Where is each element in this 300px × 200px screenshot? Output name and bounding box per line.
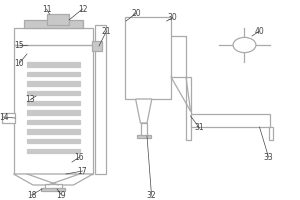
Polygon shape — [14, 174, 93, 185]
Bar — [27, 81, 80, 86]
Bar — [2, 113, 15, 123]
Bar — [41, 188, 65, 191]
Bar — [268, 127, 273, 140]
Bar — [27, 139, 80, 143]
Text: 19: 19 — [57, 190, 66, 200]
Bar — [27, 62, 80, 67]
Text: 16: 16 — [75, 152, 84, 162]
Text: 12: 12 — [78, 4, 87, 14]
Bar — [141, 123, 147, 136]
Bar — [27, 72, 80, 76]
Text: 11: 11 — [42, 4, 51, 14]
Text: 21: 21 — [102, 26, 111, 36]
Bar — [45, 184, 62, 189]
Bar — [27, 129, 80, 134]
Bar — [186, 77, 190, 140]
Bar — [124, 17, 171, 99]
Text: 30: 30 — [168, 14, 177, 22]
Text: 18: 18 — [27, 190, 36, 200]
Bar — [27, 91, 80, 95]
Text: 40: 40 — [255, 26, 264, 36]
Bar — [14, 28, 93, 174]
Text: 10: 10 — [15, 58, 24, 68]
Bar — [95, 25, 106, 174]
Text: 14: 14 — [0, 112, 8, 121]
Bar — [92, 41, 102, 51]
Bar — [27, 149, 80, 153]
Text: 31: 31 — [195, 123, 204, 132]
Bar — [27, 101, 80, 105]
Text: 20: 20 — [132, 8, 141, 18]
Text: 13: 13 — [25, 96, 35, 104]
Bar — [27, 110, 80, 115]
Text: 32: 32 — [147, 190, 156, 200]
Bar — [24, 20, 82, 28]
Bar — [27, 120, 80, 124]
Text: 33: 33 — [264, 152, 273, 162]
Text: 15: 15 — [15, 40, 24, 49]
Circle shape — [233, 37, 256, 53]
Bar — [137, 135, 151, 138]
Bar — [190, 114, 270, 127]
Polygon shape — [136, 99, 152, 123]
Text: 17: 17 — [78, 166, 87, 176]
Bar — [46, 14, 69, 25]
